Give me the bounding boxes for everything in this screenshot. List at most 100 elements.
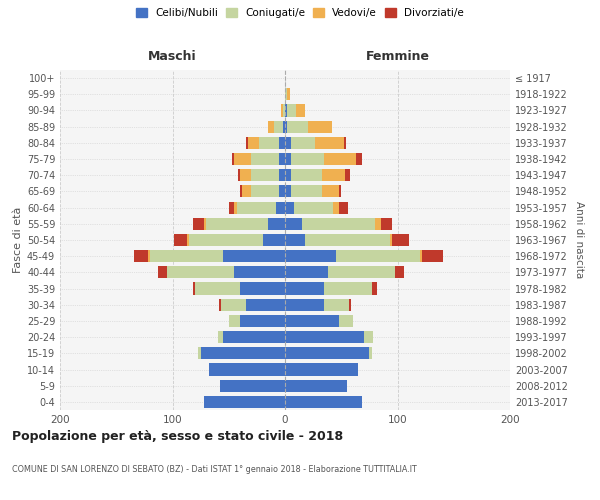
Bar bbox=[193, 218, 204, 230]
Bar bbox=[190, 234, 263, 246]
Bar bbox=[364, 331, 373, 343]
Bar bbox=[223, 250, 285, 262]
Bar bbox=[287, 120, 308, 132]
Bar bbox=[339, 202, 348, 213]
Bar bbox=[280, 186, 285, 198]
Bar bbox=[322, 169, 344, 181]
Bar bbox=[187, 234, 190, 246]
Bar bbox=[285, 282, 325, 294]
Bar bbox=[280, 137, 285, 149]
Bar bbox=[199, 348, 200, 360]
Bar bbox=[268, 120, 274, 132]
Bar bbox=[235, 266, 285, 278]
Bar bbox=[134, 250, 148, 262]
Bar bbox=[287, 88, 290, 101]
Bar bbox=[287, 104, 296, 117]
Bar bbox=[285, 137, 290, 149]
Bar bbox=[200, 348, 285, 360]
Bar bbox=[283, 104, 285, 117]
Bar bbox=[229, 315, 240, 327]
Y-axis label: Anni di nascita: Anni di nascita bbox=[574, 202, 584, 278]
Bar bbox=[290, 137, 316, 149]
Bar bbox=[240, 186, 242, 198]
Bar bbox=[204, 396, 285, 408]
Bar bbox=[356, 153, 361, 165]
Bar bbox=[285, 169, 290, 181]
Bar bbox=[339, 315, 353, 327]
Bar bbox=[285, 250, 335, 262]
Bar bbox=[148, 250, 150, 262]
Bar bbox=[245, 137, 248, 149]
Bar bbox=[229, 202, 235, 213]
Bar bbox=[285, 153, 290, 165]
Bar bbox=[395, 266, 404, 278]
Bar bbox=[280, 153, 285, 165]
Bar bbox=[221, 298, 245, 311]
Bar bbox=[259, 137, 280, 149]
Bar bbox=[422, 250, 443, 262]
Bar bbox=[339, 186, 341, 198]
Bar bbox=[380, 218, 392, 230]
Bar bbox=[240, 169, 251, 181]
Bar bbox=[223, 331, 285, 343]
Bar bbox=[325, 153, 356, 165]
Bar bbox=[328, 266, 395, 278]
Bar bbox=[285, 396, 361, 408]
Bar bbox=[240, 282, 285, 294]
Bar bbox=[285, 88, 287, 101]
Bar bbox=[305, 234, 389, 246]
Bar bbox=[285, 315, 339, 327]
Bar bbox=[158, 266, 167, 278]
Bar bbox=[285, 218, 302, 230]
Bar bbox=[285, 266, 328, 278]
Text: COMUNE DI SAN LORENZO DI SEBATO (BZ) - Dati ISTAT 1° gennaio 2018 - Elaborazione: COMUNE DI SAN LORENZO DI SEBATO (BZ) - D… bbox=[12, 465, 417, 474]
Bar bbox=[285, 380, 347, 392]
Bar bbox=[218, 298, 221, 311]
Bar bbox=[294, 202, 334, 213]
Bar bbox=[322, 186, 339, 198]
Text: Maschi: Maschi bbox=[148, 50, 197, 62]
Bar bbox=[263, 234, 285, 246]
Bar bbox=[204, 218, 206, 230]
Bar bbox=[392, 234, 409, 246]
Bar bbox=[325, 298, 349, 311]
Bar bbox=[274, 120, 283, 132]
Bar bbox=[290, 169, 322, 181]
Bar bbox=[218, 331, 223, 343]
Bar bbox=[232, 153, 235, 165]
Bar bbox=[280, 169, 285, 181]
Bar bbox=[195, 282, 240, 294]
Bar bbox=[285, 186, 290, 198]
Bar bbox=[285, 331, 364, 343]
Bar bbox=[389, 234, 392, 246]
Bar bbox=[290, 186, 322, 198]
Bar bbox=[344, 169, 350, 181]
Bar bbox=[343, 137, 346, 149]
Bar bbox=[268, 218, 285, 230]
Bar bbox=[285, 120, 287, 132]
Bar bbox=[240, 315, 285, 327]
Bar bbox=[248, 137, 259, 149]
Bar bbox=[206, 218, 268, 230]
Bar bbox=[173, 234, 187, 246]
Bar bbox=[150, 250, 223, 262]
Bar bbox=[370, 348, 371, 360]
Bar bbox=[316, 137, 343, 149]
Bar bbox=[285, 234, 305, 246]
Bar bbox=[193, 282, 195, 294]
Text: Popolazione per età, sesso e stato civile - 2018: Popolazione per età, sesso e stato civil… bbox=[12, 430, 343, 443]
Bar bbox=[235, 153, 251, 165]
Bar bbox=[251, 169, 280, 181]
Bar bbox=[285, 298, 325, 311]
Bar bbox=[281, 104, 283, 117]
Bar bbox=[209, 364, 285, 376]
Bar bbox=[285, 202, 294, 213]
Bar bbox=[235, 202, 236, 213]
Bar bbox=[296, 104, 305, 117]
Bar bbox=[251, 153, 280, 165]
Legend: Celibi/Nubili, Coniugati/e, Vedovi/e, Divorziati/e: Celibi/Nubili, Coniugati/e, Vedovi/e, Di… bbox=[133, 5, 467, 21]
Bar bbox=[375, 218, 380, 230]
Bar bbox=[285, 104, 287, 117]
Bar bbox=[220, 380, 285, 392]
Text: Femmine: Femmine bbox=[365, 50, 430, 62]
